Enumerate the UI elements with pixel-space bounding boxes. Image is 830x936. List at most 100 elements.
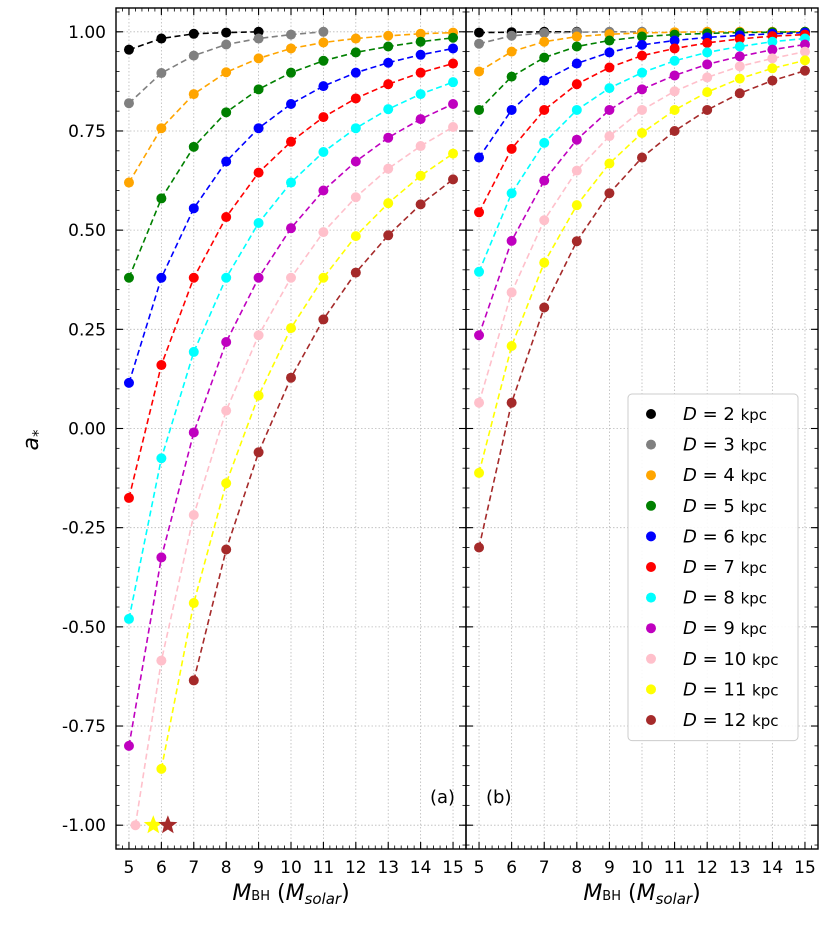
x-tick-label: 7 [188,858,199,878]
legend-item: D = 8 kpc [646,588,767,609]
data-point [188,89,199,100]
data-point [571,104,582,115]
series-a-1 [123,26,329,109]
data-point [734,88,745,99]
data-point [123,377,134,388]
data-point [350,123,361,134]
data-point [156,193,167,204]
data-point [286,29,296,40]
data-point [474,397,485,408]
data-point [506,71,517,82]
data-point [253,447,264,458]
y-tick-label: 0.00 [68,420,106,440]
y-tick-label: 0.50 [68,221,106,241]
panel-a: 5 6 7 8 9 10 11 12 13 14 15 1.00 0.75 0.50 0.25 0.00 -0.… [62,7,467,908]
series-b-6 [474,33,810,277]
data-point [702,47,713,58]
data-point [350,93,361,104]
y-tick-label: 0.75 [68,122,106,142]
data-point [415,67,426,78]
series-a-8 [130,122,459,831]
series-a-10 [188,174,459,686]
data-point [318,26,329,37]
series-a-3 [123,32,459,283]
x-tick-label: 5 [124,858,135,878]
data-point [506,287,517,298]
x-axis-title: MBH (Msolar) [232,881,349,908]
data-point [604,83,615,94]
data-point [188,675,199,686]
data-point [253,84,264,95]
data-point [286,67,296,78]
x-tick-label: 6 [156,858,167,878]
data-point [474,207,485,218]
legend-item: D = 6 kpc [646,526,767,547]
data-point [474,542,485,553]
data-point [318,37,329,48]
panel-label: (a) [430,787,455,808]
data-point [539,104,550,115]
data-point [571,200,582,211]
data-point [156,272,167,283]
legend-swatch [646,500,656,511]
data-point [123,44,134,55]
data-point [123,613,134,624]
data-point [415,49,426,60]
y-tick-label: -0.75 [62,717,106,737]
data-point [318,185,329,196]
data-point [571,58,582,69]
data-point [221,212,232,223]
series-a-5 [123,58,459,503]
data-point [286,99,296,110]
data-point [123,740,134,751]
legend-swatch [646,409,656,419]
data-point [448,174,459,185]
data-point [604,35,615,46]
data-point [188,427,199,438]
series-line [478,30,642,45]
data-point [637,127,647,138]
data-point [318,272,329,283]
data-point [448,32,459,43]
data-point [669,55,680,66]
data-point [539,36,550,47]
data-point [767,75,778,86]
legend-item: D = 3 kpc [646,435,767,456]
data-point [253,33,264,44]
y-tick-label: 0.25 [68,320,106,340]
data-point [474,38,485,49]
legend-swatch [646,592,656,603]
series-b-10 [474,65,810,553]
data-point [571,236,582,247]
legend-label: D = 5 kpc [683,496,767,517]
data-point [188,346,199,357]
data-point [286,323,296,334]
data-point [637,84,647,95]
data-point [799,65,810,76]
data-point [253,272,264,283]
series-a-2 [123,27,459,188]
x-tick-label: 12 [345,858,367,878]
series-line [478,31,806,159]
legend-label: D = 11 kpc [683,679,779,700]
data-point [188,50,199,61]
data-point [506,104,517,115]
data-point [286,136,296,147]
data-point [383,104,394,115]
data-point [448,99,459,110]
data-point [539,302,550,313]
data-point [539,27,550,38]
y-axis-title: a* [19,429,47,450]
data-point [350,267,361,278]
data-point [474,152,485,163]
data-point [156,33,167,44]
data-point [221,39,232,50]
data-point [506,340,517,351]
series-b-7 [474,39,810,341]
data-point [318,314,329,325]
data-point [383,30,394,41]
data-point [415,28,426,39]
data-point [318,227,329,238]
data-point [474,266,485,277]
